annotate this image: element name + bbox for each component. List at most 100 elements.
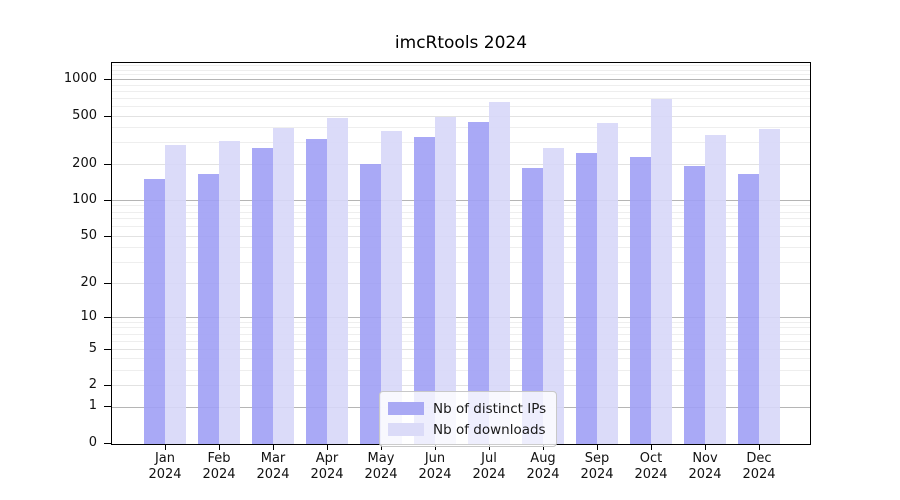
- y-tick-label-10: 10: [80, 308, 97, 324]
- gridline-4: [112, 358, 810, 360]
- x-tick-mark-apr: [327, 445, 328, 450]
- gridline-9: [112, 321, 810, 323]
- gridline-2: [112, 385, 810, 387]
- y-tick-label-20: 20: [80, 274, 97, 290]
- bar-downloads-mar: [273, 127, 294, 444]
- gridline-800: [112, 90, 810, 92]
- gridline-700: [112, 97, 810, 99]
- gridline-80: [112, 211, 810, 213]
- x-tick-mark-nov: [705, 445, 706, 450]
- gridline-7: [112, 333, 810, 335]
- x-tick-mark-jan: [165, 445, 166, 450]
- x-tick-label-jan: Jan 2024: [148, 451, 182, 482]
- x-tick-label-may: May 2024: [364, 451, 398, 482]
- legend-row-downloads: Nb of downloads: [388, 419, 546, 440]
- plot-area: Nb of distinct IPs Nb of downloads: [111, 62, 811, 447]
- gridline-1000: [112, 79, 810, 80]
- y-tick-mark-1: [104, 406, 111, 408]
- x-tick-label-aug: Aug 2024: [526, 451, 560, 482]
- x-tick-mark-jul: [489, 445, 490, 450]
- y-tick-label-1000: 1000: [63, 71, 97, 87]
- legend-label-distinct-ips: Nb of distinct IPs: [433, 400, 547, 417]
- gridline-1300: [112, 65, 810, 67]
- y-tick-mark-20: [104, 282, 111, 284]
- bar-downloads-jun: [435, 116, 456, 444]
- gridline-50: [112, 235, 810, 237]
- x-tick-mark-dec: [759, 445, 760, 450]
- gridline-1200: [112, 69, 810, 71]
- bar-distinct-ips-apr: [306, 139, 327, 444]
- gridline-900: [112, 84, 810, 86]
- y-tick-mark-10: [104, 316, 111, 318]
- y-tick-mark-5: [104, 348, 111, 350]
- gridline-600: [112, 105, 810, 107]
- bar-distinct-ips-jan: [144, 178, 165, 444]
- gridline-3: [112, 370, 810, 371]
- x-tick-mark-jun: [435, 445, 436, 450]
- bar-distinct-ips-oct: [630, 157, 651, 444]
- bar-distinct-ips-jul: [468, 122, 489, 444]
- x-tick-label-apr: Apr 2024: [310, 451, 344, 482]
- x-tick-label-feb: Feb 2024: [202, 451, 236, 482]
- y-tick-label-100: 100: [72, 191, 97, 207]
- x-tick-label-jul: Jul 2024: [472, 451, 506, 482]
- x-tick-label-mar: Mar 2024: [256, 451, 290, 482]
- gridline-6: [112, 340, 810, 342]
- bar-downloads-nov: [705, 135, 726, 444]
- y-tick-mark-1000: [104, 79, 111, 81]
- bar-downloads-may: [381, 131, 402, 444]
- y-tick-mark-2: [104, 385, 111, 387]
- x-tick-label-jun: Jun 2024: [418, 451, 452, 482]
- y-tick-label-500: 500: [72, 107, 97, 123]
- bar-downloads-aug: [543, 147, 564, 444]
- y-tick-label-200: 200: [72, 155, 97, 171]
- x-tick-mark-mar: [273, 445, 274, 450]
- gridline-8: [112, 327, 810, 329]
- gridline-300: [112, 142, 810, 144]
- gridline-200: [112, 163, 810, 165]
- gridline-20: [112, 282, 810, 284]
- bar-distinct-ips-aug: [522, 167, 543, 444]
- legend-row-distinct-ips: Nb of distinct IPs: [388, 398, 546, 419]
- legend-label-downloads: Nb of downloads: [433, 421, 546, 438]
- gridline-90: [112, 205, 810, 207]
- gridline-1100: [112, 74, 810, 75]
- bar-downloads-oct: [651, 98, 672, 444]
- bar-downloads-jan: [165, 145, 186, 444]
- x-tick-mark-feb: [219, 445, 220, 450]
- y-tick-mark-100: [104, 199, 111, 201]
- bar-downloads-dec: [759, 128, 780, 444]
- bar-distinct-ips-feb: [198, 173, 219, 444]
- chart-title: imcRtools 2024: [394, 33, 528, 53]
- legend-swatch-downloads-icon: [388, 423, 424, 436]
- x-tick-mark-oct: [651, 445, 652, 450]
- gridline-30: [112, 262, 810, 264]
- bar-downloads-feb: [219, 140, 240, 444]
- gridline-400: [112, 127, 810, 129]
- y-tick-label-0: 0: [88, 435, 97, 450]
- x-tick-label-oct: Oct 2024: [634, 451, 668, 482]
- bar-downloads-jul: [489, 101, 510, 444]
- gridline-70: [112, 218, 810, 220]
- x-tick-mark-aug: [543, 445, 544, 450]
- y-tick-mark-500: [104, 115, 111, 117]
- gridline-40: [112, 247, 810, 249]
- x-tick-mark-sep: [597, 445, 598, 450]
- y-tick-label-50: 50: [80, 227, 97, 243]
- bar-downloads-sep: [597, 123, 618, 444]
- x-tick-label-nov: Nov 2024: [688, 451, 722, 482]
- y-tick-label-5: 5: [88, 340, 97, 356]
- gridline-500: [112, 115, 810, 117]
- x-tick-label-dec: Dec 2024: [742, 451, 776, 482]
- bar-distinct-ips-sep: [576, 153, 597, 444]
- gridline-100: [112, 199, 810, 201]
- y-tick-label-2: 2: [88, 377, 97, 393]
- bar-downloads-apr: [327, 118, 348, 444]
- bar-distinct-ips-dec: [738, 173, 759, 444]
- legend-swatch-distinct-ips-icon: [388, 402, 424, 415]
- gridline-60: [112, 226, 810, 228]
- y-tick-mark-50: [104, 235, 111, 237]
- y-tick-label-1: 1: [88, 398, 97, 414]
- x-tick-label-sep: Sep 2024: [580, 451, 614, 482]
